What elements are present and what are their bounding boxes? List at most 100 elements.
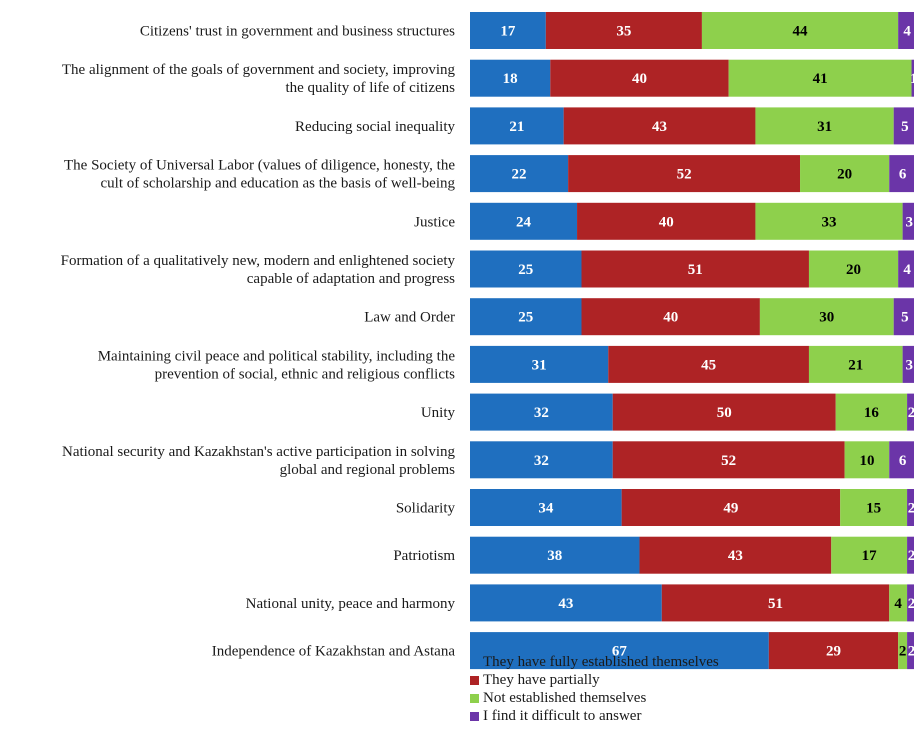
data-label: 20 <box>846 262 861 278</box>
legend: They have fully established themselves Th… <box>470 653 719 725</box>
category-label: Reducing social inequality <box>295 119 455 135</box>
bar-segment <box>755 107 894 145</box>
bar-segment <box>545 12 702 49</box>
bar-segment <box>581 298 760 336</box>
bar-segment <box>759 298 894 336</box>
data-label: 41 <box>813 71 828 87</box>
category-label-line: capable of adaptation and progress <box>247 271 455 287</box>
data-label: 31 <box>532 357 547 373</box>
bar-segment <box>701 12 899 49</box>
category-label: Justice <box>414 214 455 230</box>
data-label: 43 <box>558 596 573 612</box>
bar-segment <box>893 298 914 336</box>
data-label: 3 <box>906 214 914 230</box>
category-label-line: Citizens' trust in government and busine… <box>140 24 455 40</box>
category-label: Independence of Kazakhstan and Astana <box>212 644 456 660</box>
bar-segment <box>470 202 578 240</box>
category-label-line: Law and Order <box>364 310 455 326</box>
legend-swatch <box>470 711 479 721</box>
bar-segment <box>911 59 914 97</box>
data-label: 6 <box>899 453 907 469</box>
bar-segment <box>831 536 908 574</box>
category-label: Unity <box>421 405 456 421</box>
data-label: 67 <box>612 644 628 660</box>
data-label: 30 <box>819 310 834 326</box>
bar-segment <box>893 107 914 145</box>
data-label: 51 <box>688 262 703 278</box>
bar-segment <box>470 250 582 288</box>
bar-segment <box>898 632 908 670</box>
category-label-line: prevention of social, ethnic and religio… <box>155 366 455 382</box>
bar-segment <box>608 345 809 383</box>
data-label: 5 <box>901 310 909 326</box>
data-label: 1 <box>910 71 914 87</box>
data-label: 38 <box>547 548 562 564</box>
bar-segment <box>470 12 546 49</box>
bar-segment <box>907 584 914 622</box>
bar-segment <box>470 489 622 526</box>
category-label-line: Reducing social inequality <box>295 119 455 135</box>
data-label: 4 <box>894 596 902 612</box>
data-label: 29 <box>826 644 841 660</box>
data-label: 44 <box>793 24 809 40</box>
data-label: 16 <box>864 405 880 421</box>
data-label: 50 <box>717 405 732 421</box>
bar-segment <box>470 59 551 97</box>
data-label: 17 <box>862 548 878 564</box>
category-label-line: Maintaining civil peace and political st… <box>98 348 456 364</box>
data-label: 21 <box>848 357 863 373</box>
bar-segment <box>577 202 756 240</box>
bar-segment <box>898 12 914 49</box>
data-label: 49 <box>723 501 738 517</box>
legend-label: I find it difficult to answer <box>483 707 642 724</box>
bar-segment <box>639 536 832 574</box>
category-labels: Citizens' trust in government and busine… <box>61 24 456 660</box>
bar-segment <box>898 250 914 288</box>
data-label: 31 <box>817 119 832 135</box>
bar-segment <box>907 393 914 431</box>
bar-segment <box>563 107 756 145</box>
category-label: National unity, peace and harmony <box>246 596 456 612</box>
category-label: Formation of a qualitatively new, modern… <box>61 253 456 287</box>
data-label: 52 <box>721 453 736 469</box>
bar-segment <box>612 441 845 479</box>
category-label-line: Independence of Kazakhstan and Astana <box>212 644 456 660</box>
data-label: 10 <box>859 453 874 469</box>
bar-segment <box>581 250 809 288</box>
category-label-line: National security and Kazakhstan's activ… <box>62 444 456 460</box>
bar-segment <box>728 59 912 97</box>
bar-segment <box>470 536 640 574</box>
bar-segment <box>907 489 914 526</box>
bar-segment <box>755 202 903 240</box>
bar-segment <box>550 59 729 97</box>
bar-segment <box>840 489 908 526</box>
data-label: 4 <box>903 24 911 40</box>
category-label-line: The alignment of the goals of government… <box>62 62 456 78</box>
data-label: 35 <box>616 24 631 40</box>
data-label: 22 <box>512 167 527 183</box>
bar-segment <box>470 584 662 622</box>
category-label: Patriotism <box>393 548 455 564</box>
data-label: 45 <box>701 357 716 373</box>
data-label: 34 <box>538 501 554 517</box>
data-label: 2 <box>908 501 914 517</box>
legend-swatch <box>470 657 479 667</box>
data-label: 40 <box>632 71 647 87</box>
bar-segment <box>470 155 569 193</box>
bar-segment <box>621 489 841 526</box>
category-label-line: global and regional problems <box>280 462 456 478</box>
bar-segment <box>470 345 609 383</box>
bar-segment <box>661 584 890 622</box>
bar-segment <box>902 202 914 240</box>
data-label: 43 <box>652 119 667 135</box>
category-label: The alignment of the goals of government… <box>62 62 456 96</box>
bar-segment <box>907 536 914 574</box>
legend-item: They have partially <box>470 671 719 689</box>
bar-segment <box>800 155 890 193</box>
category-label: Law and Order <box>364 310 455 326</box>
legend-item: I find it difficult to answer <box>470 707 719 725</box>
legend-label: They have partially <box>483 671 600 688</box>
category-label-line: Patriotism <box>393 548 455 564</box>
category-label-line: Justice <box>414 214 455 230</box>
bar-segment <box>470 298 582 336</box>
